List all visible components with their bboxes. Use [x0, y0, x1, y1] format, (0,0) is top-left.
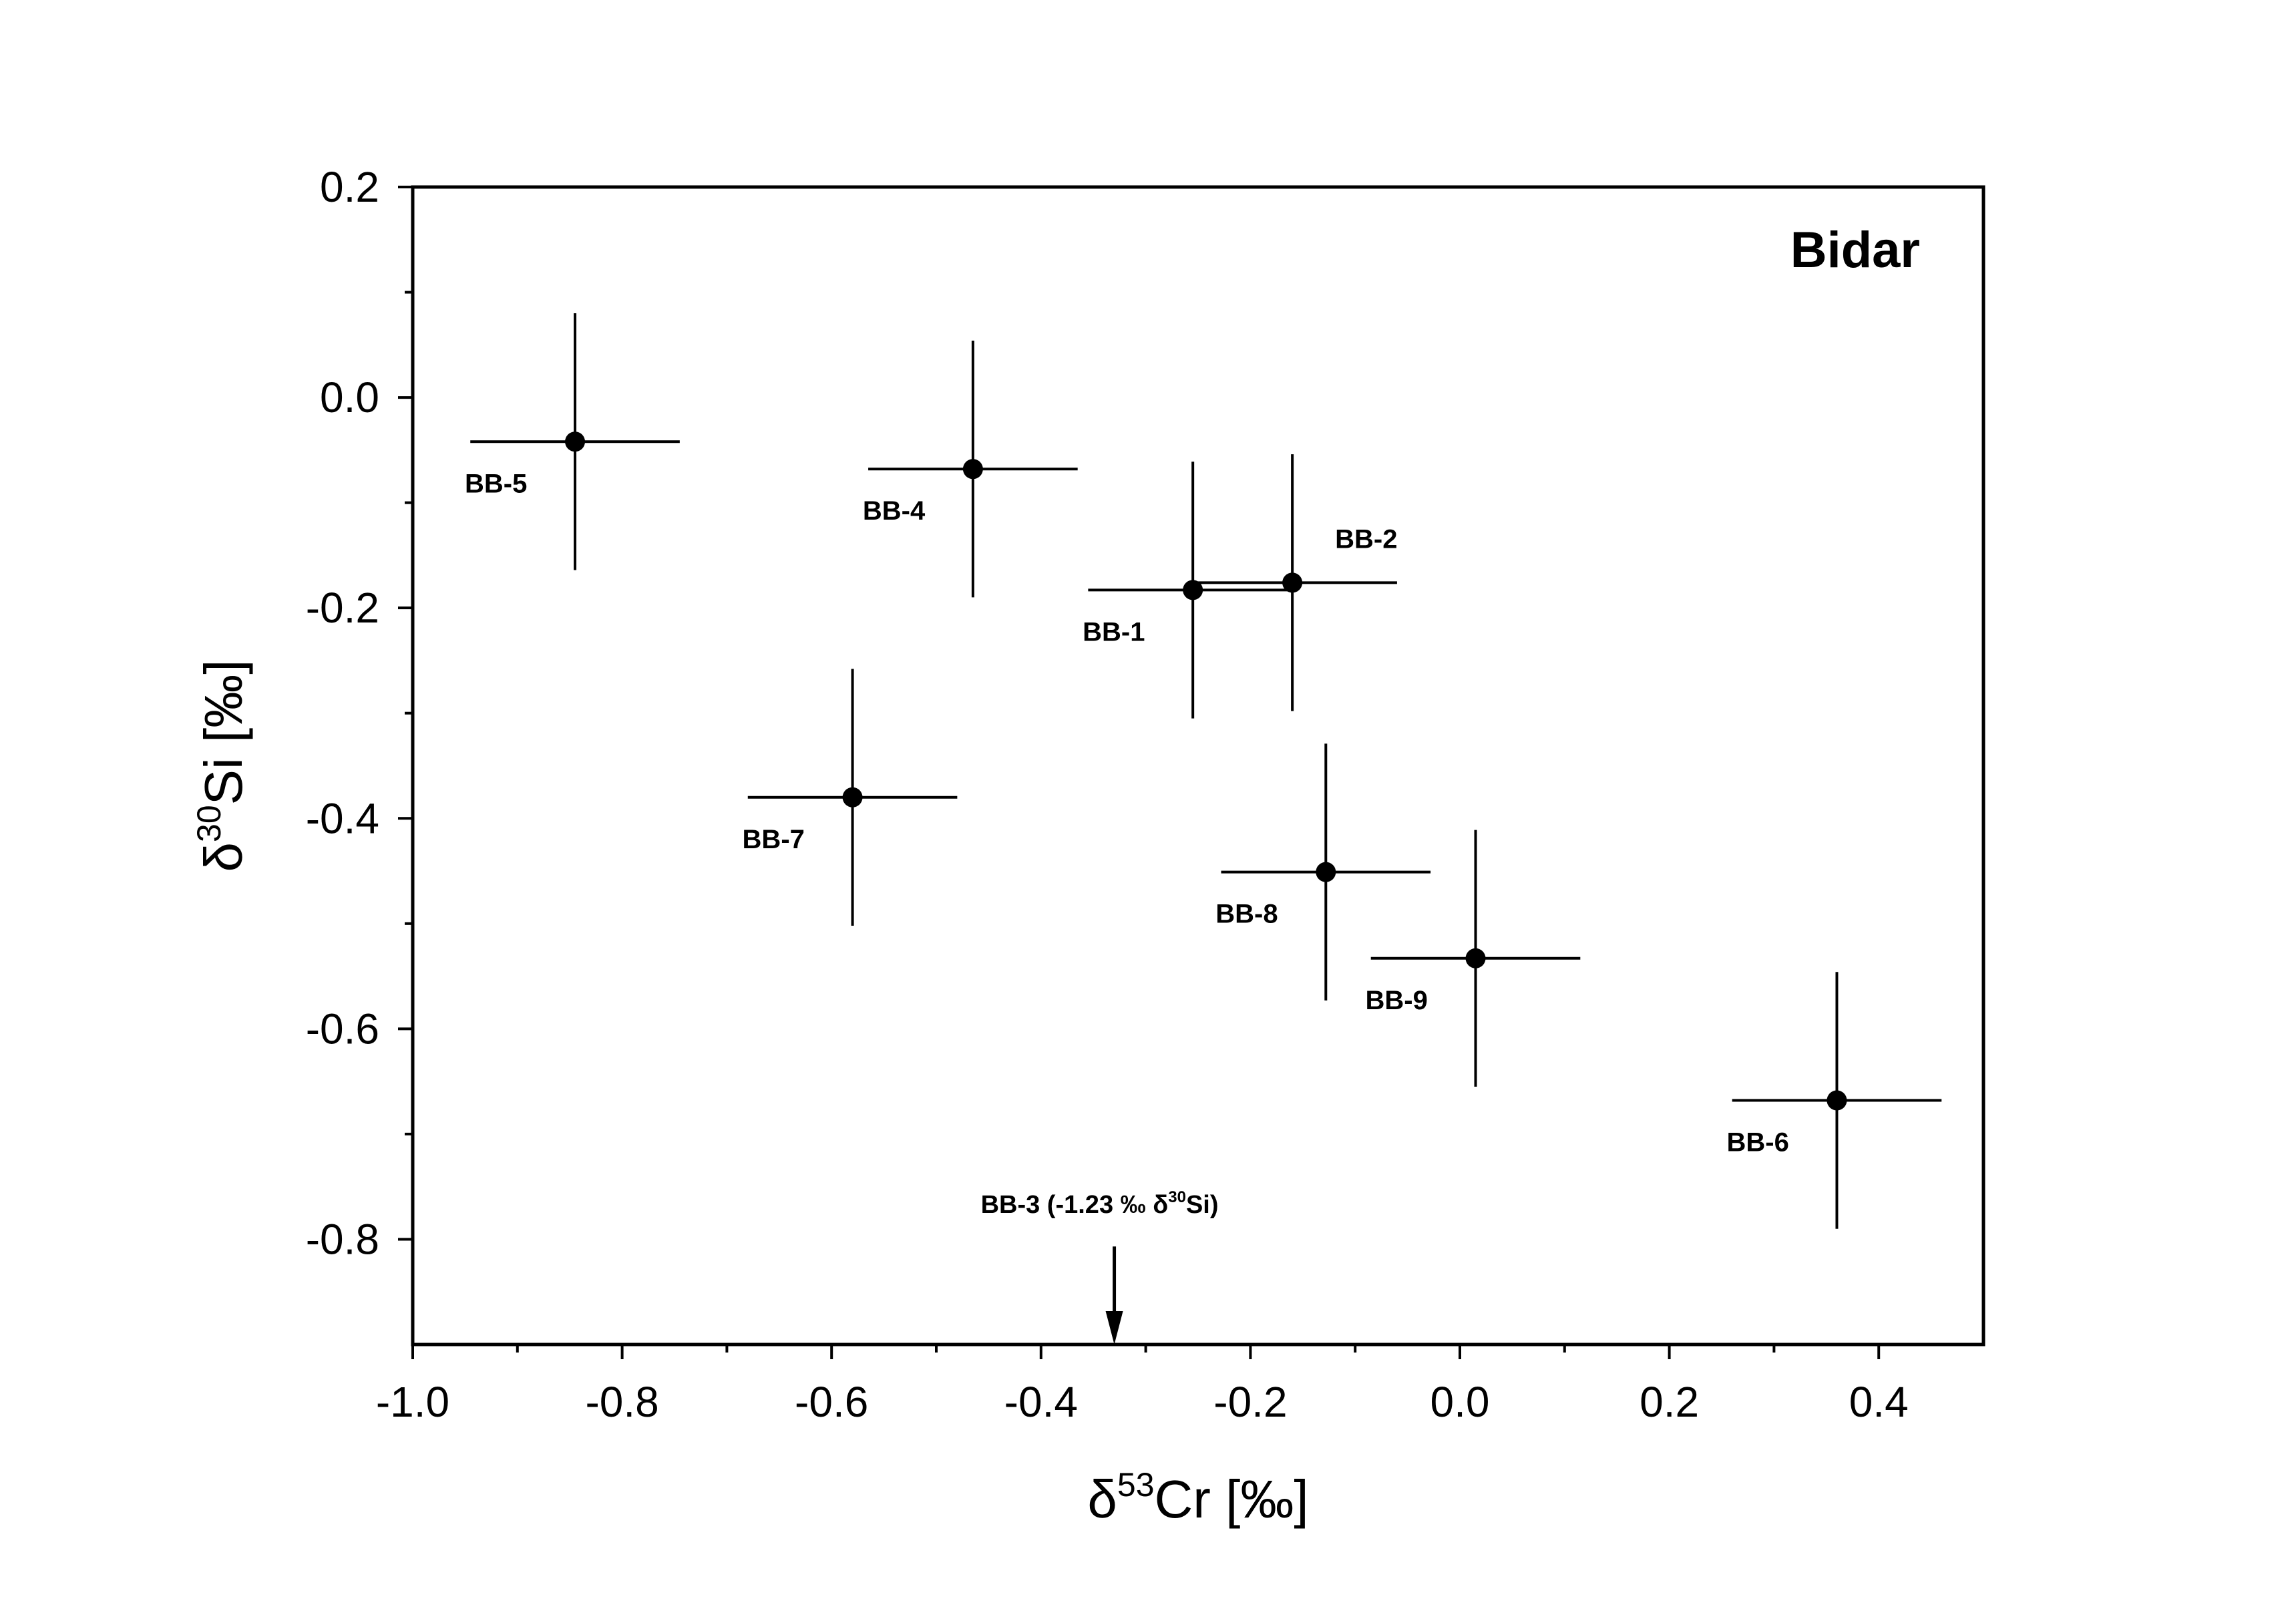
data-point — [1282, 572, 1303, 593]
data-point — [1316, 862, 1336, 882]
x-tick-label: 0.4 — [1849, 1378, 1909, 1426]
down-arrow-icon — [1105, 1311, 1123, 1345]
y-tick-label: 0.0 — [320, 373, 379, 421]
bb3-annotation-superscript: 30 — [1168, 1188, 1186, 1206]
chart-title: Bidar — [1790, 222, 1920, 279]
y-tick-label: -0.6 — [306, 1005, 379, 1053]
point-label: BB-6 — [1726, 1127, 1788, 1157]
point-label: BB-8 — [1215, 900, 1278, 929]
point-label: BB-2 — [1335, 524, 1397, 554]
y-axis-title-main: Si [‰] — [194, 660, 253, 806]
y-axis-title: δ30Si [‰] — [190, 660, 253, 872]
y-tick-label: 0.2 — [320, 163, 379, 211]
data-point — [1827, 1090, 1847, 1111]
data-point — [1183, 580, 1203, 600]
y-tick-label: -0.4 — [306, 794, 379, 842]
x-tick-label: -0.6 — [795, 1378, 868, 1426]
plot-frame — [411, 185, 1985, 1347]
point-label: BB-1 — [1083, 617, 1145, 647]
x-axis-title-superscript: 53 — [1117, 1466, 1155, 1503]
data-point — [565, 431, 586, 452]
data-point — [1465, 948, 1486, 968]
y-axis-title-prefix: δ — [194, 842, 253, 872]
x-tick-label: -0.2 — [1213, 1378, 1287, 1426]
point-label: BB-5 — [465, 469, 527, 498]
bb3-annotation-text: BB-3 (-1.23 ‰ δ — [981, 1191, 1169, 1219]
y-axis-title-superscript: 30 — [190, 805, 228, 842]
x-tick-label: 0.0 — [1430, 1378, 1490, 1426]
point-labels: BB-5 BB-4 BB-1 BB-2 BB-7 BB-8 BB-9 BB-6 — [465, 469, 1789, 1157]
y-tick-label: -0.8 — [306, 1215, 379, 1263]
x-axis-title-main: Cr [‰] — [1155, 1469, 1309, 1529]
data-point — [962, 459, 983, 480]
bb3-annotation: BB-3 (-1.23 ‰ δ30Si) — [981, 1188, 1219, 1345]
x-tick-label: -1.0 — [376, 1378, 449, 1426]
point-label: BB-4 — [863, 496, 926, 526]
y-tick-label: -0.2 — [306, 584, 379, 632]
axis-ticks: -1.0 -0.8 -0.6 -0.4 -0.2 0.0 0.2 0.4 -0.8 -0.6 -0.… — [306, 163, 1909, 1426]
bb3-annotation-suffix: Si) — [1186, 1191, 1219, 1219]
x-tick-label: 0.2 — [1640, 1378, 1699, 1426]
x-axis-title: δ53Cr [‰] — [1087, 1466, 1308, 1529]
data-point — [842, 787, 863, 808]
x-tick-label: -0.4 — [1004, 1378, 1078, 1426]
error-bars — [470, 313, 1942, 1229]
bb3-annotation-label: BB-3 (-1.23 ‰ δ30Si) — [981, 1188, 1219, 1219]
data-points — [565, 431, 1847, 1111]
point-label: BB-9 — [1366, 986, 1428, 1015]
x-tick-label: -0.8 — [585, 1378, 658, 1426]
point-label: BB-7 — [743, 825, 805, 854]
x-axis-title-prefix: δ — [1087, 1469, 1117, 1529]
